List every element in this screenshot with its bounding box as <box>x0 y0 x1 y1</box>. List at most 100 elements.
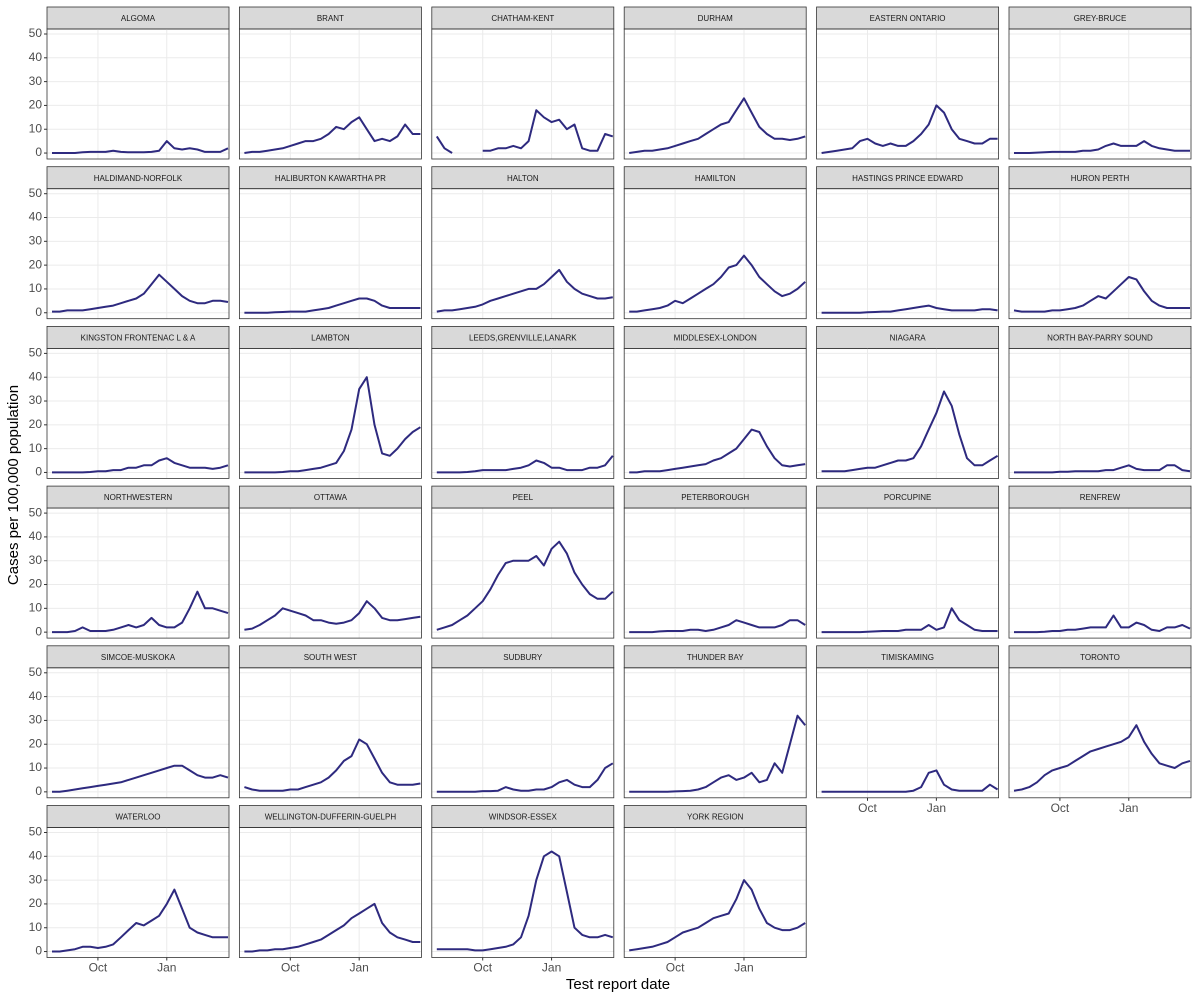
y-tick-label: 50 <box>29 26 43 40</box>
panel-border <box>1008 28 1192 160</box>
strip-label: HALTON <box>507 174 539 183</box>
panel-border <box>816 28 999 160</box>
data-line <box>436 455 614 474</box>
panel-border <box>238 188 422 320</box>
strip-label: TORONTO <box>1080 653 1120 662</box>
data-line <box>1014 614 1191 634</box>
panel-border <box>46 667 230 799</box>
panel-border <box>238 667 422 799</box>
panel-border <box>623 28 807 160</box>
x-tick-label: Oct <box>666 961 685 975</box>
data-line <box>821 104 998 154</box>
data-line <box>436 268 613 313</box>
strip-label: LAMBTON <box>311 334 350 343</box>
data-line <box>821 304 998 314</box>
strip-label: GREY-BRUCE <box>1074 14 1127 23</box>
data-line <box>244 376 421 474</box>
y-tick-label: 10 <box>29 441 43 455</box>
y-tick-label: 50 <box>29 825 43 839</box>
y-tick-label: 40 <box>29 210 43 224</box>
data-line <box>435 109 614 154</box>
x-tick-label: Jan <box>927 801 946 815</box>
panel-border <box>1008 347 1192 479</box>
y-tick-label: 20 <box>29 577 43 591</box>
data-line <box>244 600 421 631</box>
data-line <box>629 879 806 952</box>
strip-label: SOUTH WEST <box>304 653 357 662</box>
strip-label: BRANT <box>317 14 344 23</box>
x-tick-label: Oct <box>89 961 108 975</box>
strip-label: OTTAWA <box>314 493 348 502</box>
y-tick-label: 10 <box>29 281 43 295</box>
panel-border <box>623 667 807 799</box>
data-line <box>436 850 614 952</box>
data-line <box>1014 464 1191 474</box>
strip-label: HASTINGS PRINCE EDWARD <box>852 174 963 183</box>
panel-border <box>431 507 615 639</box>
panel-border <box>623 347 807 479</box>
y-tick-label: 10 <box>29 601 43 615</box>
y-tick-label: 10 <box>29 920 43 934</box>
panel-border <box>431 347 615 479</box>
panel-border <box>46 827 230 958</box>
strip-label: YORK REGION <box>687 813 744 822</box>
panel-border <box>431 827 615 958</box>
data-line <box>821 390 999 473</box>
data-line <box>244 902 421 953</box>
strip-label: NORTH BAY-PARRY SOUND <box>1047 334 1153 343</box>
data-line <box>244 116 421 154</box>
panel-border <box>46 188 230 320</box>
data-line <box>52 764 229 793</box>
y-tick-label: 20 <box>29 736 43 750</box>
panel-border <box>431 667 615 799</box>
y-tick-label: 30 <box>29 553 43 567</box>
panel-border <box>238 347 422 479</box>
x-tick-label: Jan <box>157 961 176 975</box>
panel-border <box>816 507 999 639</box>
y-tick-label: 0 <box>35 305 42 319</box>
x-tick-label: Oct <box>281 961 300 975</box>
panel-border <box>816 347 999 479</box>
y-tick-label: 30 <box>29 713 43 727</box>
x-tick-label: Oct <box>858 801 877 815</box>
y-tick-label: 20 <box>29 98 43 112</box>
x-tick-label: Jan <box>350 961 369 975</box>
data-line <box>52 457 229 474</box>
x-tick-label: Oct <box>473 961 492 975</box>
panel-border <box>238 28 422 160</box>
data-line <box>52 140 229 154</box>
y-tick-label: 50 <box>29 665 43 679</box>
x-tick-label: Jan <box>734 961 753 975</box>
strip-label: ALGOMA <box>121 14 156 23</box>
data-line <box>1013 276 1190 313</box>
y-tick-label: 30 <box>29 393 43 407</box>
panel-border <box>816 188 999 320</box>
data-line <box>436 540 614 631</box>
data-line <box>821 769 999 793</box>
panel-border <box>46 347 230 479</box>
x-axis-title: Test report date <box>566 976 670 993</box>
panel-border <box>1008 667 1192 799</box>
strip-label: PETERBOROUGH <box>681 493 749 502</box>
panel-border <box>238 507 422 639</box>
y-tick-label: 40 <box>29 369 43 383</box>
y-tick-label: 0 <box>35 465 42 479</box>
data-line <box>244 738 421 792</box>
y-tick-label: 40 <box>29 529 43 543</box>
y-tick-label: 20 <box>29 896 43 910</box>
data-line <box>436 762 614 793</box>
strip-label: EASTERN ONTARIO <box>870 14 946 23</box>
panel-border <box>1008 188 1192 320</box>
strip-label: SUDBURY <box>503 653 543 662</box>
strip-label: KINGSTON FRONTENAC L & A <box>81 334 196 343</box>
y-tick-label: 0 <box>35 624 42 638</box>
strip-label: HURON PERTH <box>1071 174 1130 183</box>
panel-border <box>46 507 230 639</box>
y-tick-label: 50 <box>29 346 43 360</box>
data-line <box>629 254 806 313</box>
data-line <box>1014 140 1190 154</box>
panel-border <box>623 188 807 320</box>
strip-label: DURHAM <box>698 14 733 23</box>
data-line <box>821 607 998 634</box>
strip-label: PEEL <box>513 493 534 502</box>
